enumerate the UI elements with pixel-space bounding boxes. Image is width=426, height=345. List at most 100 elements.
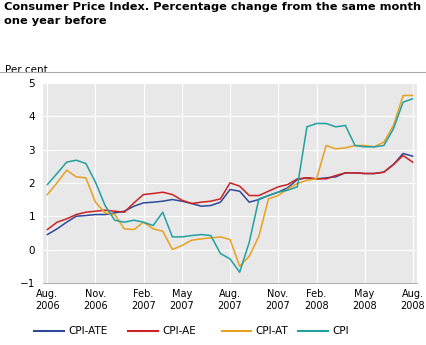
- CPI-ATE: [352, 171, 357, 175]
- CPI-ATE: [381, 170, 386, 174]
- CPI-AE: [55, 220, 60, 224]
- CPI-AE: [179, 198, 184, 202]
- Line: CPI-ATE: CPI-ATE: [47, 154, 413, 235]
- CPI-AT: [314, 177, 319, 181]
- CPI-AE: [276, 185, 281, 189]
- CPI-ATE: [103, 213, 108, 217]
- CPI: [285, 188, 290, 192]
- CPI-AT: [285, 187, 290, 191]
- CPI: [305, 125, 310, 129]
- Line: CPI: CPI: [47, 99, 413, 272]
- CPI-AT: [208, 236, 213, 240]
- CPI-AT: [410, 93, 415, 98]
- CPI: [371, 145, 377, 149]
- CPI: [179, 235, 184, 239]
- CPI-AE: [227, 181, 233, 185]
- Text: CPI-AE: CPI-AE: [162, 326, 196, 336]
- CPI-ATE: [256, 197, 262, 201]
- CPI-AE: [218, 197, 223, 201]
- CPI-AE: [295, 177, 300, 181]
- CPI: [333, 125, 338, 129]
- CPI-AT: [227, 237, 233, 242]
- CPI: [237, 270, 242, 274]
- CPI-ATE: [112, 211, 117, 215]
- CPI: [362, 145, 367, 149]
- CPI: [391, 127, 396, 131]
- CPI: [45, 183, 50, 187]
- CPI: [103, 204, 108, 208]
- CPI-AT: [256, 234, 262, 238]
- CPI: [410, 97, 415, 101]
- CPI-ATE: [150, 200, 155, 204]
- CPI-AE: [343, 171, 348, 175]
- CPI: [247, 240, 252, 244]
- CPI-ATE: [208, 204, 213, 208]
- CPI-ATE: [285, 186, 290, 190]
- CPI-AT: [400, 93, 406, 98]
- CPI-AE: [208, 199, 213, 203]
- Text: CPI-AT: CPI-AT: [256, 326, 288, 336]
- CPI: [343, 124, 348, 128]
- Text: CPI: CPI: [332, 326, 349, 336]
- CPI: [199, 233, 204, 237]
- CPI-ATE: [141, 201, 146, 205]
- CPI-ATE: [247, 200, 252, 204]
- CPI-AT: [93, 200, 98, 204]
- CPI-AT: [343, 146, 348, 150]
- CPI-ATE: [324, 176, 329, 180]
- CPI-AE: [391, 162, 396, 167]
- CPI-ATE: [237, 189, 242, 193]
- CPI: [324, 121, 329, 126]
- CPI-AE: [122, 210, 127, 214]
- CPI-AT: [83, 176, 89, 180]
- CPI-AE: [400, 154, 406, 158]
- CPI-AE: [131, 201, 136, 205]
- CPI-AE: [362, 171, 367, 176]
- CPI-AE: [45, 227, 50, 231]
- CPI-ATE: [160, 199, 165, 203]
- Text: Per cent: Per cent: [5, 65, 48, 75]
- CPI-AE: [237, 184, 242, 188]
- CPI: [83, 161, 89, 166]
- CPI-ATE: [131, 204, 136, 208]
- CPI-AT: [112, 213, 117, 217]
- CPI-AT: [179, 244, 184, 248]
- CPI-ATE: [371, 171, 377, 176]
- CPI-ATE: [410, 154, 415, 158]
- CPI-AE: [381, 170, 386, 174]
- CPI: [189, 234, 194, 238]
- CPI-ATE: [305, 176, 310, 180]
- CPI-ATE: [189, 201, 194, 206]
- CPI-AT: [64, 168, 69, 172]
- CPI-ATE: [122, 209, 127, 213]
- CPI-AE: [305, 176, 310, 180]
- CPI-AE: [266, 189, 271, 193]
- CPI-AT: [150, 227, 155, 231]
- CPI-AE: [199, 200, 204, 204]
- CPI-AT: [391, 124, 396, 128]
- CPI-ATE: [179, 199, 184, 203]
- CPI-AE: [371, 171, 377, 176]
- CPI-AT: [170, 247, 175, 252]
- Line: CPI-AT: CPI-AT: [47, 96, 413, 266]
- CPI: [208, 234, 213, 238]
- CPI-ATE: [333, 175, 338, 179]
- CPI-ATE: [266, 194, 271, 198]
- CPI-AE: [103, 208, 108, 212]
- CPI: [55, 171, 60, 176]
- CPI-AT: [305, 178, 310, 182]
- CPI-ATE: [170, 197, 175, 201]
- Text: one year before: one year before: [4, 16, 107, 26]
- CPI-AT: [199, 237, 204, 241]
- Text: CPI-ATE: CPI-ATE: [68, 326, 107, 336]
- CPI: [381, 144, 386, 148]
- CPI-AE: [93, 209, 98, 213]
- CPI-AE: [160, 190, 165, 194]
- CPI-AT: [266, 197, 271, 201]
- CPI-AE: [141, 193, 146, 197]
- CPI-ATE: [218, 200, 223, 204]
- CPI: [122, 220, 127, 224]
- CPI-AE: [285, 183, 290, 187]
- CPI-ATE: [400, 151, 406, 156]
- CPI-AT: [45, 193, 50, 197]
